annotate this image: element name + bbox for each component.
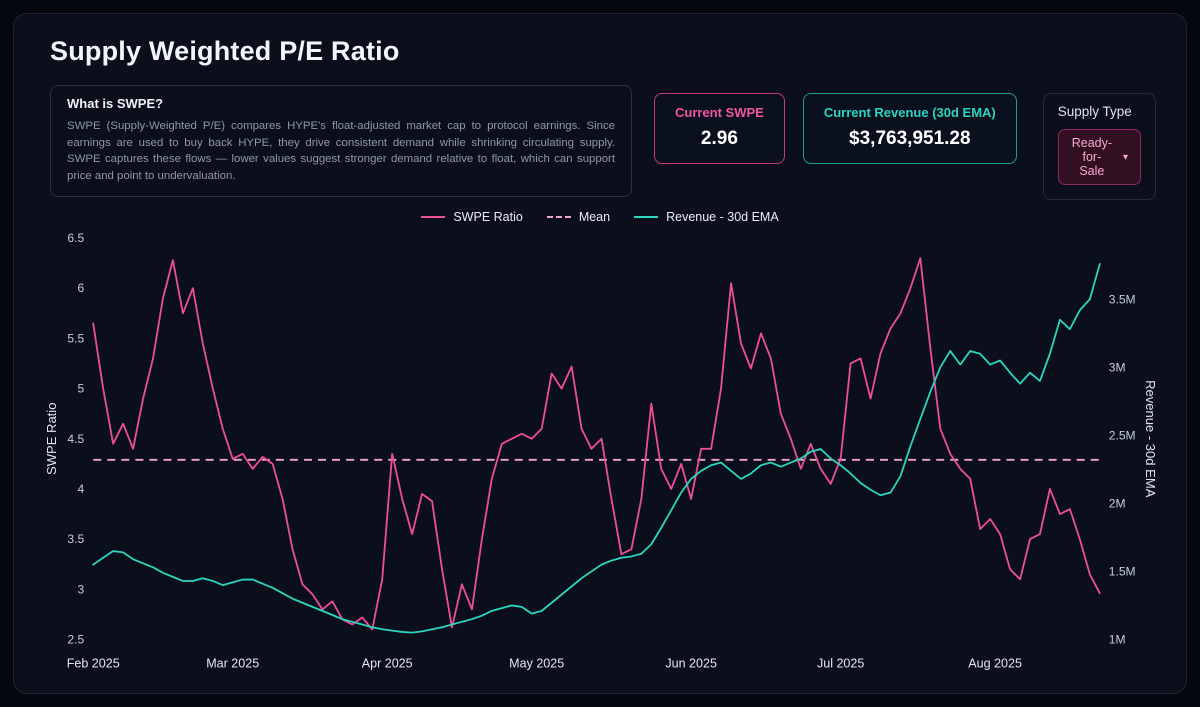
header-row: What is SWPE? SWPE (Supply-Weighted P/E)… xyxy=(50,85,1156,200)
left-axis-tick: 3 xyxy=(77,582,84,596)
right-axis-tick: 1M xyxy=(1109,632,1126,646)
left-axis-tick: 4 xyxy=(77,482,84,496)
left-axis-tick: 5.5 xyxy=(67,331,84,345)
right-axis-tick: 1.5M xyxy=(1109,564,1136,578)
left-axis-tick: 2.5 xyxy=(67,632,84,646)
dashboard-panel: Supply Weighted P/E Ratio What is SWPE? … xyxy=(13,13,1187,694)
chart-canvas[interactable]: 2.5 3 3.5 4 4.5 5 5.5 6 6.5 1M 1.5M 2M 2.5M 3M 3.5M Feb… xyxy=(38,224,1162,678)
left-axis-tick: 6 xyxy=(77,281,84,295)
legend-label: Revenue - 30d EMA xyxy=(666,210,779,224)
current-revenue-value: $3,763,951.28 xyxy=(849,128,971,149)
right-axis-tick: 3M xyxy=(1109,360,1126,374)
x-axis-tick: Jun 2025 xyxy=(665,657,717,671)
supply-type-value: Ready-for-Sale xyxy=(1071,136,1113,178)
legend-swatch xyxy=(634,216,659,218)
swpe-line xyxy=(92,257,1101,631)
x-axis-tick: Feb 2025 xyxy=(67,657,120,671)
page-title: Supply Weighted P/E Ratio xyxy=(50,36,400,66)
left-axis-tick: 3.5 xyxy=(67,532,84,546)
current-revenue-card: Current Revenue (30d EMA) $3,763,951.28 xyxy=(802,93,1017,164)
info-body: SWPE (Supply-Weighted P/E) compares HYPE… xyxy=(67,120,615,182)
x-axis-tick: Apr 2025 xyxy=(362,657,413,671)
swpe-info-box: What is SWPE? SWPE (Supply-Weighted P/E)… xyxy=(50,85,632,198)
left-axis-tick: 6.5 xyxy=(67,231,84,245)
stats-row: Current SWPE 2.96 Current Revenue (30d E… xyxy=(654,93,1156,200)
left-axis-label: SWPE Ratio xyxy=(44,403,59,475)
chevron-down-icon: ▾ xyxy=(1122,151,1128,163)
supply-type-label: Supply Type xyxy=(1057,104,1132,119)
right-axis-tick: 2M xyxy=(1109,496,1126,510)
legend-item-swpe-ratio[interactable]: SWPE Ratio xyxy=(421,210,523,224)
swpe-chart[interactable]: SWPE Ratio Mean Revenue - 30d EMA 2.5 3 3.5 4… xyxy=(38,210,1162,678)
current-swpe-label: Current SWPE xyxy=(675,105,764,120)
supply-type-select[interactable]: Ready-for-Sale ▾ xyxy=(1057,129,1141,185)
info-heading: What is SWPE? xyxy=(67,96,164,111)
revenue-line xyxy=(92,263,1101,634)
current-revenue-label: Current Revenue (30d EMA) xyxy=(823,105,996,120)
current-swpe-card: Current SWPE 2.96 xyxy=(654,93,785,164)
legend-swatch xyxy=(421,216,446,218)
x-axis-tick: May 2025 xyxy=(509,657,564,671)
left-axis-tick: 4.5 xyxy=(67,432,84,446)
x-axis-tick: Aug 2025 xyxy=(968,657,1022,671)
legend-item-revenue-30d-ema[interactable]: Revenue - 30d EMA xyxy=(634,210,779,224)
right-axis-label: Revenue - 30d EMA xyxy=(1143,380,1158,498)
x-axis-tick: Mar 2025 xyxy=(206,657,259,671)
right-axis-tick: 2.5M xyxy=(1109,428,1136,442)
legend-item-mean[interactable]: Mean xyxy=(546,210,611,224)
supply-type-box: Supply Type Ready-for-Sale ▾ xyxy=(1042,93,1156,200)
left-axis-tick: 5 xyxy=(77,382,84,396)
legend-label: Mean xyxy=(578,210,611,224)
legend-label: SWPE Ratio xyxy=(453,210,523,224)
chart-legend: SWPE Ratio Mean Revenue - 30d EMA xyxy=(38,210,1162,224)
current-swpe-value: 2.96 xyxy=(700,128,738,149)
right-axis-tick: 3.5M xyxy=(1109,292,1136,306)
x-axis-tick: Jul 2025 xyxy=(817,657,864,671)
legend-swatch xyxy=(546,216,571,218)
